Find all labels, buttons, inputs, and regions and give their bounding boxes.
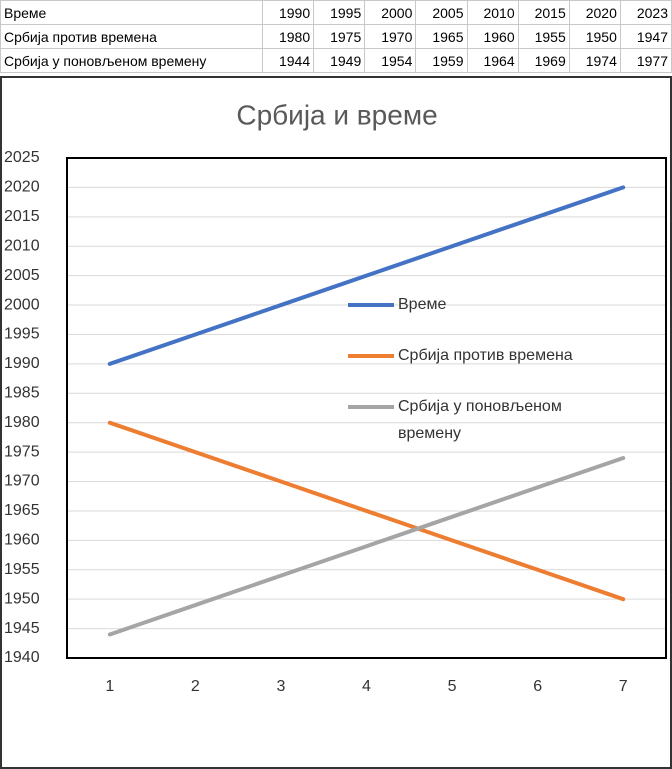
- y-tick-label: 1975: [4, 443, 40, 460]
- table-cell: 1975: [313, 24, 366, 49]
- y-tick-label: 2000: [4, 296, 40, 313]
- x-tick-label: 6: [533, 678, 542, 695]
- table-cell: 2020: [568, 0, 621, 25]
- legend-entry: Србија у поновљеном времену: [398, 398, 562, 442]
- y-tick-label: 1955: [4, 561, 40, 578]
- x-tick-label: 5: [448, 678, 457, 695]
- x-tick-label: 2: [191, 678, 200, 695]
- y-tick-label: 2005: [4, 267, 40, 284]
- y-tick-label: 1945: [4, 620, 40, 637]
- table-cell: 1944: [261, 48, 315, 73]
- legend-label: Време: [398, 296, 447, 313]
- y-tick-label: 1990: [4, 355, 40, 372]
- table-row: Србија против времена 1980 1975 1970 1965 196…: [0, 24, 672, 49]
- chart: Србија и време 1940 1945 1950 1955 1960 1965 1…: [0, 76, 672, 769]
- table-row: Време 1990 1995 2000 2005 2010 2015 2020 2023: [0, 0, 672, 25]
- y-tick-label: 1940: [4, 649, 40, 666]
- table-cell: 1990: [261, 0, 315, 25]
- table-cell: 1955: [517, 24, 570, 49]
- table-cell: 1980: [261, 24, 315, 49]
- y-tick-label: 2025: [4, 149, 40, 166]
- table-cell: 2010: [466, 0, 519, 25]
- table-cell: 1959: [415, 48, 468, 73]
- x-tick-label: 1: [105, 678, 114, 695]
- series-line: [107, 185, 626, 366]
- y-tick-label: 1970: [4, 473, 40, 490]
- data-table: Време 1990 1995 2000 2005 2010 2015 2020 2023 Срб…: [0, 0, 672, 73]
- table-row: Србија у поновљеном времену 1944 1949 1954 1…: [0, 48, 672, 73]
- series-line: [107, 456, 626, 637]
- y-tick-label: 1965: [4, 502, 40, 519]
- legend-entry: Време: [398, 296, 447, 313]
- table-cell: Време: [0, 0, 263, 25]
- y-tick-label: 1985: [4, 385, 40, 402]
- table-cell: 2000: [364, 0, 417, 25]
- y-tick-label: 1980: [4, 414, 40, 431]
- y-tick-label: 2010: [4, 237, 40, 254]
- table-cell: 2023: [619, 0, 672, 25]
- table-cell: 1974: [568, 48, 621, 73]
- table-cell: 1960: [466, 24, 519, 49]
- x-tick-label: 3: [276, 678, 285, 695]
- table-cell: 2005: [415, 0, 468, 25]
- plot-area: [66, 157, 667, 659]
- table-cell: Србија против времена: [0, 24, 263, 49]
- table-cell: 1965: [415, 24, 468, 49]
- y-tick-label: 2020: [4, 179, 40, 196]
- x-tick-label: 7: [619, 678, 628, 695]
- legend-entry: Србија против времена: [398, 347, 573, 364]
- y-tick-label: 1950: [4, 590, 40, 607]
- table-cell: 1970: [364, 24, 417, 49]
- y-tick-label: 1960: [4, 532, 40, 549]
- table-cell: 1949: [313, 48, 366, 73]
- x-tick-label: 4: [362, 678, 371, 695]
- table-cell: 1977: [619, 48, 672, 73]
- table-cell: Србија у поновљеном времену: [0, 48, 263, 73]
- legend-label: Србија против времена: [398, 347, 573, 364]
- y-tick-label: 1995: [4, 326, 40, 343]
- series-line: [107, 420, 626, 602]
- table-cell: 1950: [568, 24, 621, 49]
- chart-title: Србија и време: [236, 99, 437, 130]
- table-cell: 1964: [466, 48, 519, 73]
- table-cell: 1954: [364, 48, 417, 73]
- legend-label: Србија у поновљеном времену: [398, 398, 562, 442]
- table-cell: 1969: [517, 48, 570, 73]
- table-cell: 1995: [313, 0, 366, 25]
- table-cell: 2015: [517, 0, 570, 25]
- table-cell: 1947: [619, 24, 672, 49]
- y-tick-label: 2015: [4, 208, 40, 225]
